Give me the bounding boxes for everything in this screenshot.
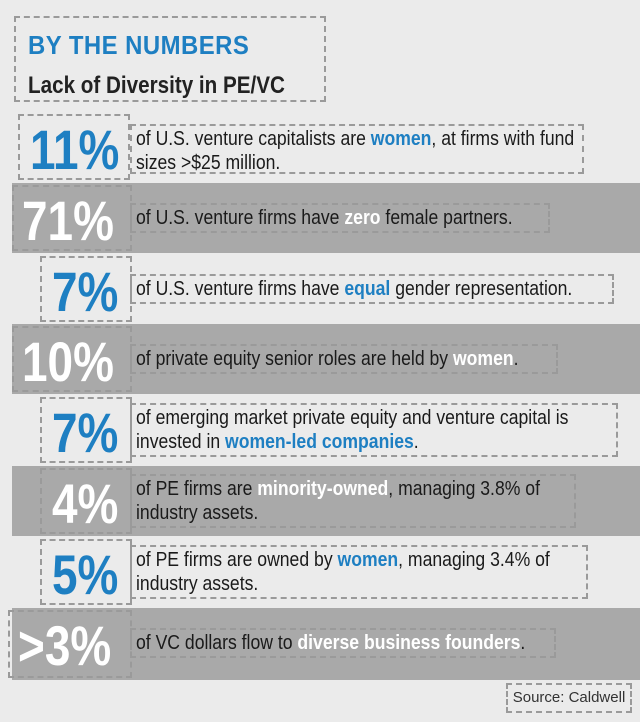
stat-text-box: of PE firms are owned by women, managing… — [130, 545, 588, 599]
stat-text-box: of emerging market private equity and ve… — [130, 403, 618, 457]
stat-value-box: 11% — [18, 114, 130, 180]
kicker-title: BY THE NUMBERS — [28, 30, 250, 60]
stat-value-box: >3% — [8, 610, 132, 678]
stat-row-2: 71% of U.S. venture firms have zero fema… — [0, 183, 640, 253]
stat-text: of emerging market private equity and ve… — [136, 407, 569, 453]
stat-value-box: 10% — [12, 326, 132, 392]
highlight-word: women — [452, 348, 514, 370]
highlight-word: women — [370, 128, 432, 150]
stat-text: of VC dollars flow to diverse business f… — [136, 632, 526, 654]
stat-value-box: 5% — [40, 539, 132, 605]
stat-text-box: of U.S. venture capitalists are women, a… — [130, 124, 584, 174]
stat-row-5: 7% of emerging market private equity and… — [0, 395, 640, 465]
stat-value: 11% — [30, 118, 120, 181]
stat-value-box: 71% — [12, 185, 132, 251]
page-title: Lack of Diversity in PE/VC — [28, 72, 285, 99]
stat-row-6: 4% of PE firms are minority-owned, manag… — [0, 466, 640, 536]
stat-row-8: >3% of VC dollars flow to diverse busine… — [0, 608, 640, 680]
source-credit: Source: Caldwell — [506, 683, 632, 713]
stat-row-3: 7% of U.S. venture firms have equal gend… — [0, 254, 640, 324]
highlight-word: diverse business founders — [297, 632, 521, 654]
stat-value: 4% — [52, 472, 119, 535]
stat-value: >3% — [18, 614, 112, 677]
stat-value-box: 7% — [40, 397, 132, 463]
stat-value: 10% — [22, 330, 114, 393]
stat-text: of U.S. venture firms have zero female p… — [136, 207, 513, 229]
stat-text-box: of private equity senior roles are held … — [130, 344, 558, 374]
stat-value: 71% — [22, 189, 114, 252]
stat-row-1: 11% of U.S. venture capitalists are wome… — [0, 112, 640, 182]
highlight-word: zero — [344, 207, 381, 229]
stat-text-box: of U.S. venture firms have equal gender … — [130, 274, 614, 304]
stat-text-box: of VC dollars flow to diverse business f… — [130, 628, 556, 658]
stat-text-box: of U.S. venture firms have zero female p… — [130, 203, 550, 233]
stat-text: of PE firms are minority-owned, managing… — [136, 478, 540, 524]
stat-text: of PE firms are owned by women, managing… — [136, 549, 550, 595]
highlight-word: equal — [344, 278, 391, 300]
stat-value-box: 4% — [40, 468, 132, 534]
stat-value-box: 7% — [40, 256, 132, 322]
stat-row-4: 10% of private equity senior roles are h… — [0, 324, 640, 394]
stat-value: 7% — [52, 260, 119, 323]
highlight-word: minority-owned — [257, 478, 389, 500]
stat-text: of U.S. venture capitalists are women, a… — [136, 128, 575, 174]
stat-text: of private equity senior roles are held … — [136, 348, 519, 370]
stat-text: of U.S. venture firms have equal gender … — [136, 278, 573, 300]
stat-text-box: of PE firms are minority-owned, managing… — [130, 474, 576, 528]
header-box: BY THE NUMBERS Lack of Diversity in PE/V… — [14, 16, 326, 102]
highlight-word: women — [337, 549, 399, 571]
stat-row-7: 5% of PE firms are owned by women, manag… — [0, 537, 640, 607]
stat-value: 7% — [52, 401, 119, 464]
highlight-word: women-led companies — [225, 431, 414, 453]
stat-value: 5% — [52, 543, 119, 606]
